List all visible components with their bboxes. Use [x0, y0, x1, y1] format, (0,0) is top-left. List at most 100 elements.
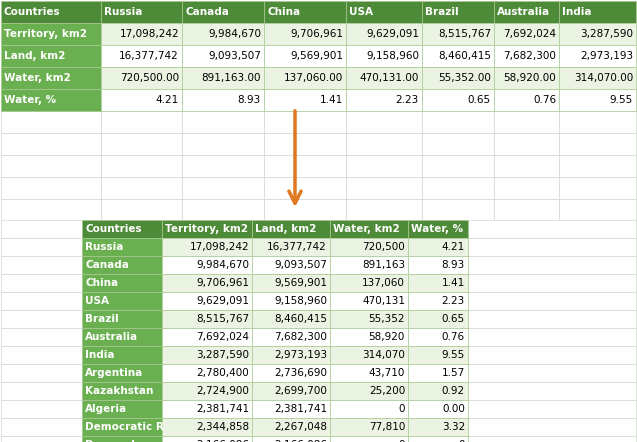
Bar: [468, 328, 636, 346]
Text: 0.76: 0.76: [442, 332, 465, 342]
Text: 2,724,900: 2,724,900: [196, 386, 249, 396]
Text: 2,736,690: 2,736,690: [274, 368, 327, 378]
Bar: [330, 364, 408, 382]
Text: 0.65: 0.65: [442, 314, 465, 324]
Text: 137,060: 137,060: [362, 278, 405, 288]
Bar: [422, 199, 494, 221]
Text: Water, km2: Water, km2: [333, 224, 400, 234]
Bar: [162, 220, 252, 238]
Text: USA: USA: [85, 296, 109, 306]
Text: Denmark: Denmark: [85, 440, 138, 442]
Bar: [182, 67, 264, 89]
Bar: [264, 155, 346, 177]
Bar: [468, 364, 636, 382]
Text: 9,093,507: 9,093,507: [208, 51, 261, 61]
Bar: [494, 89, 559, 111]
Bar: [468, 418, 636, 436]
Bar: [408, 220, 468, 238]
Bar: [82, 436, 162, 442]
Bar: [1, 133, 101, 155]
Text: 2,166,086: 2,166,086: [274, 440, 327, 442]
Bar: [559, 155, 636, 177]
Text: 7,692,024: 7,692,024: [196, 332, 249, 342]
Bar: [264, 89, 346, 111]
Bar: [1, 400, 82, 418]
Bar: [559, 89, 636, 111]
Bar: [162, 364, 252, 382]
Text: 4.21: 4.21: [156, 95, 179, 105]
Bar: [182, 133, 264, 155]
Bar: [182, 177, 264, 199]
Bar: [408, 256, 468, 274]
Text: 7,682,300: 7,682,300: [503, 51, 556, 61]
Text: Kazakhstan: Kazakhstan: [85, 386, 154, 396]
Text: 2,699,700: 2,699,700: [274, 386, 327, 396]
Bar: [494, 133, 559, 155]
Bar: [330, 328, 408, 346]
Bar: [559, 67, 636, 89]
Text: China: China: [85, 278, 118, 288]
Bar: [494, 45, 559, 67]
Bar: [494, 111, 559, 133]
Bar: [346, 45, 422, 67]
Bar: [468, 310, 636, 328]
Text: Territory, km2: Territory, km2: [4, 29, 87, 39]
Bar: [559, 177, 636, 199]
Bar: [1, 89, 101, 111]
Bar: [101, 199, 182, 221]
Text: China: China: [267, 7, 300, 17]
Bar: [82, 310, 162, 328]
Bar: [408, 238, 468, 256]
Text: Land, km2: Land, km2: [255, 224, 317, 234]
Bar: [162, 256, 252, 274]
Text: 0.76: 0.76: [533, 95, 556, 105]
Bar: [252, 220, 330, 238]
Bar: [468, 220, 636, 238]
Text: 891,163.00: 891,163.00: [201, 73, 261, 83]
Text: 8.93: 8.93: [441, 260, 465, 270]
Bar: [494, 177, 559, 199]
Text: Australia: Australia: [85, 332, 138, 342]
Text: Water, km2: Water, km2: [4, 73, 71, 83]
Bar: [82, 256, 162, 274]
Text: 2,344,858: 2,344,858: [196, 422, 249, 432]
Text: Land, km2: Land, km2: [4, 51, 66, 61]
Text: Brazil: Brazil: [85, 314, 118, 324]
Text: 43,710: 43,710: [369, 368, 405, 378]
Bar: [408, 274, 468, 292]
Text: 0.65: 0.65: [468, 95, 491, 105]
Text: 58,920.00: 58,920.00: [503, 73, 556, 83]
Text: 891,163: 891,163: [362, 260, 405, 270]
Text: 1.57: 1.57: [441, 368, 465, 378]
Bar: [1, 67, 101, 89]
Text: 9,093,507: 9,093,507: [274, 260, 327, 270]
Bar: [408, 418, 468, 436]
Bar: [252, 292, 330, 310]
Text: 9,158,960: 9,158,960: [274, 296, 327, 306]
Bar: [1, 418, 82, 436]
Text: 3,287,590: 3,287,590: [580, 29, 633, 39]
Bar: [468, 256, 636, 274]
Bar: [1, 23, 101, 45]
Text: 58,920: 58,920: [369, 332, 405, 342]
Text: Russia: Russia: [104, 7, 143, 17]
Bar: [252, 274, 330, 292]
Text: 0: 0: [459, 440, 465, 442]
Bar: [330, 400, 408, 418]
Bar: [1, 292, 82, 310]
Bar: [182, 199, 264, 221]
Text: 9,629,091: 9,629,091: [196, 296, 249, 306]
Bar: [408, 346, 468, 364]
Bar: [468, 436, 636, 442]
Text: Territory, km2: Territory, km2: [165, 224, 248, 234]
Text: 3.32: 3.32: [441, 422, 465, 432]
Bar: [82, 292, 162, 310]
Bar: [559, 111, 636, 133]
Text: 9,984,670: 9,984,670: [208, 29, 261, 39]
Text: 2,973,193: 2,973,193: [580, 51, 633, 61]
Text: 2,267,048: 2,267,048: [274, 422, 327, 432]
Text: 4.21: 4.21: [441, 242, 465, 252]
Text: India: India: [85, 350, 115, 360]
Text: India: India: [562, 7, 592, 17]
Text: 3,287,590: 3,287,590: [196, 350, 249, 360]
